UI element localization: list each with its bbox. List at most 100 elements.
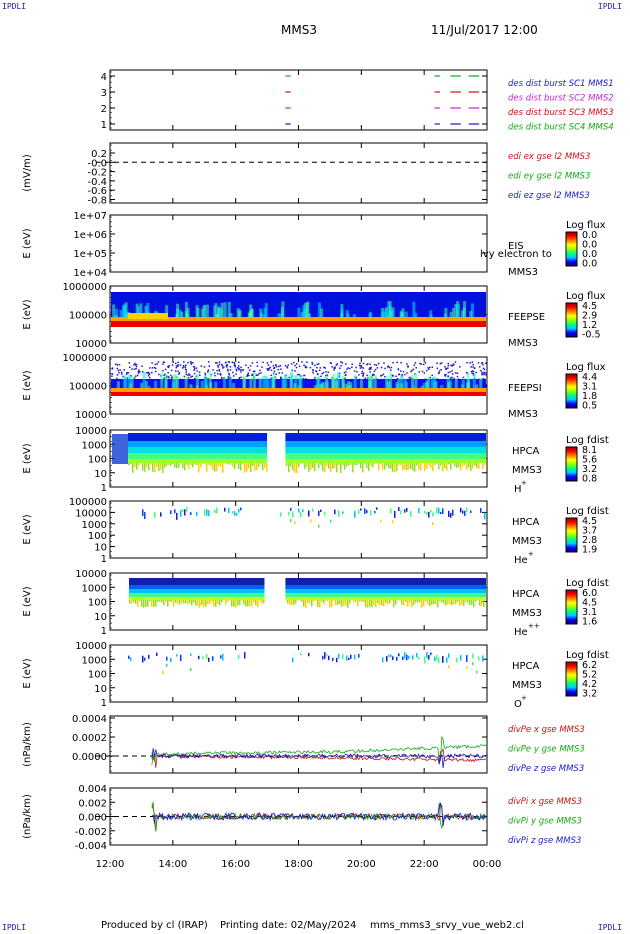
spectrogram-pixel	[156, 463, 158, 468]
y-tick-label: 0.0000	[72, 752, 107, 763]
spectrogram-patch	[479, 378, 483, 392]
spectrogram-pixel	[126, 377, 129, 379]
spectrogram-pixel	[439, 600, 441, 601]
spectrogram-pixel	[424, 656, 426, 664]
spectrogram-pixel	[330, 463, 332, 473]
spectrogram-pixel	[221, 365, 224, 367]
spectrogram-pixel	[186, 507, 188, 512]
y-tick-label: 0.0002	[72, 733, 107, 744]
spectrogram-pixel	[369, 363, 371, 365]
spectrogram-pixel	[291, 369, 294, 372]
y-tick-label: 1e+06	[73, 230, 107, 241]
spectrogram-patch	[140, 382, 144, 392]
spectrogram-pixel	[440, 362, 443, 364]
spectrogram-pixel	[160, 512, 162, 517]
spectrogram-band	[128, 453, 268, 459]
spectrogram-pixel	[216, 369, 218, 372]
spectrogram-pixel	[175, 370, 177, 372]
spectrogram-pixel	[482, 655, 484, 662]
spectrogram-pixel	[382, 463, 384, 470]
colorbar-tick-label: 0.0	[582, 230, 597, 241]
spectrogram-pixel	[266, 362, 269, 364]
spectrogram-pixel	[175, 600, 177, 603]
colorbar-tick-label: 4.4	[582, 372, 597, 383]
y-tick-label: -0.8	[87, 196, 107, 207]
divpe-y-gse-mms3-series	[151, 735, 487, 765]
colorbar-tick-label: 5.6	[582, 455, 597, 466]
spectrogram-pixel	[245, 600, 247, 607]
spectrogram-pixel	[472, 653, 474, 659]
spectrogram-pixel	[294, 364, 296, 367]
spectrogram-pixel	[284, 364, 287, 367]
spectrogram-patch	[422, 382, 426, 392]
spectrogram-pixel	[470, 366, 472, 368]
spectrogram-pixel	[245, 364, 247, 367]
spectrogram-pixel	[372, 463, 374, 468]
spectrogram-pixel	[235, 373, 237, 375]
spectrogram-pixel	[319, 367, 322, 369]
spectrogram-pixel	[259, 600, 261, 601]
spectrogram-pixel	[398, 463, 400, 466]
spectrogram-patch	[281, 301, 285, 321]
spectrogram-pixel	[375, 600, 377, 607]
spectrogram-pixel	[320, 509, 322, 513]
spectrogram-pixel	[253, 600, 255, 603]
spectrogram-pixel	[138, 463, 140, 466]
spectrogram-pixel	[128, 362, 131, 364]
spectrogram-pixel	[162, 463, 164, 473]
spectrogram-pixel	[322, 371, 325, 374]
spectrogram-pixel	[346, 655, 348, 661]
legend-entry: edi ey gse l2 MMS3	[508, 172, 590, 182]
spectrogram-pixel	[220, 376, 223, 379]
spectrogram-pixel	[257, 600, 259, 608]
spectrogram-patch	[470, 303, 474, 321]
overlay-text: lvy electron to	[480, 249, 552, 260]
spectrogram-pixel	[149, 367, 151, 369]
spectrogram-pixel	[425, 600, 427, 602]
spectrogram-pixel	[438, 507, 440, 514]
spectrogram-pixel	[187, 600, 189, 605]
spectrogram-pixel	[482, 364, 484, 366]
spectrogram-pixel	[390, 369, 392, 371]
spectrogram-pixel	[146, 463, 148, 468]
spectrogram-pixel	[306, 463, 308, 468]
spectrogram-pixel	[151, 362, 153, 364]
spectrogram-patch	[370, 377, 374, 392]
spectrogram-pixel	[137, 370, 140, 373]
spectrogram-pixel	[185, 364, 187, 367]
spectrogram-pixel	[305, 366, 308, 369]
spectrogram-pixel	[442, 656, 444, 663]
spectrogram-pixel	[460, 463, 462, 471]
spectrogram-pixel	[233, 364, 236, 367]
spectrogram-pixel	[440, 463, 442, 466]
spectrogram-pixel	[207, 378, 209, 380]
spectrogram-patch	[306, 301, 310, 321]
spectrogram-pixel	[218, 463, 220, 467]
spectrogram-pixel	[324, 511, 326, 516]
spectrogram-pixel	[358, 364, 361, 367]
footer-printing-date: Printing date: 02/May/2024	[220, 920, 357, 931]
spectrogram-pixel	[423, 372, 426, 374]
spectrogram-pixel	[373, 370, 376, 373]
spectrogram-pixel	[212, 463, 214, 471]
spectrogram-pixel	[148, 376, 151, 379]
spectrogram-pixel	[444, 463, 446, 469]
spectrogram-pixel	[164, 373, 166, 376]
spectrogram-pixel	[325, 371, 327, 373]
spectrogram-pixel	[228, 372, 230, 375]
spectrogram-pixel	[408, 463, 410, 470]
spectrogram-pixel	[336, 657, 338, 663]
spectrogram-pixel	[390, 463, 392, 469]
spectrogram-pixel	[296, 463, 298, 473]
spectrogram-pixel	[175, 365, 178, 367]
spectrogram-pixel	[127, 372, 130, 374]
spectrogram-pixel	[214, 374, 216, 377]
spectrogram-pixel	[277, 365, 280, 368]
spectrogram-pixel	[377, 600, 379, 604]
spectrogram-pixel	[407, 365, 409, 367]
spectrogram-pixel	[133, 600, 135, 603]
spectrogram-pixel	[156, 363, 158, 365]
spectrogram-pixel	[302, 509, 304, 512]
spectrogram-pixel	[240, 463, 242, 471]
spectrogram-pixel	[402, 463, 404, 471]
